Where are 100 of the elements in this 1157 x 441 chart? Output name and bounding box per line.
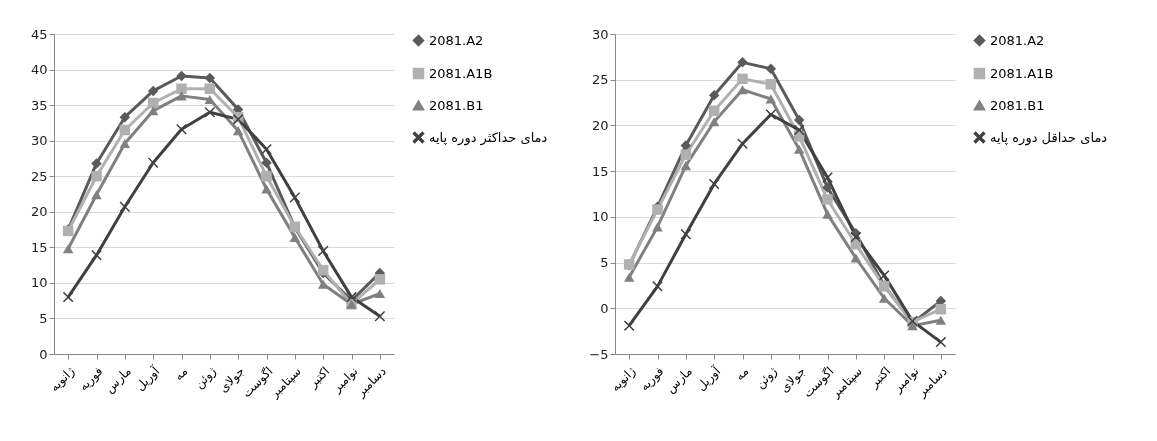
point (623, 320, 635, 331)
point (91, 190, 102, 200)
point (680, 228, 692, 240)
point (91, 249, 102, 261)
point (289, 192, 301, 203)
x-tick-label: آوریل (693, 362, 725, 395)
point (232, 126, 244, 136)
point (765, 94, 777, 104)
point (822, 209, 833, 219)
legend-label: 2081.A1B (429, 65, 493, 81)
x-tick-label: ژوئن (191, 363, 220, 392)
point (935, 336, 947, 348)
y-tick-label: 5 (600, 255, 609, 271)
point (176, 83, 187, 94)
point (680, 149, 692, 160)
point (204, 94, 216, 104)
x-tick-label: ژوئن (752, 363, 781, 392)
point (374, 311, 386, 322)
y-tick-label: 45 (30, 26, 48, 42)
legend-label: 2081.B1 (990, 97, 1045, 113)
point (878, 293, 890, 303)
y-tick-label: 20 (30, 204, 48, 220)
point (935, 303, 947, 315)
y-tick-label: 25 (591, 72, 609, 88)
y-tick-label: 15 (591, 163, 609, 179)
point (119, 111, 131, 123)
point (708, 105, 720, 117)
y-tick-label: 30 (30, 133, 48, 149)
y-tick-label: 15 (30, 239, 48, 255)
point (261, 157, 272, 168)
point (374, 274, 386, 285)
point (204, 83, 216, 94)
y-tick-label: 25 (30, 168, 48, 184)
point (737, 85, 748, 95)
y-tick-label: 35 (30, 97, 48, 113)
point (176, 91, 187, 101)
point (793, 114, 805, 126)
x-tick-label: ژانویه (47, 363, 78, 395)
point (204, 72, 216, 84)
x-tick-label: مه (171, 364, 191, 384)
point (91, 170, 102, 182)
point (91, 158, 102, 169)
point (765, 63, 777, 74)
x-tick-label: مه (732, 364, 752, 384)
legend-label: دمای حداکثر دوره پایه (429, 129, 548, 146)
point (708, 90, 720, 101)
point (176, 70, 187, 82)
point (680, 161, 692, 171)
y-tick-label: 40 (30, 62, 48, 78)
y-tick-label: 0 (600, 300, 609, 316)
point (793, 124, 805, 136)
y-tick-label: −5 (589, 346, 609, 362)
point (708, 178, 720, 190)
point (317, 245, 329, 257)
point (374, 289, 386, 299)
y-tick-label: 10 (30, 275, 48, 291)
point (261, 170, 272, 182)
x-tick-label: ژانویه (608, 363, 639, 395)
point (737, 138, 748, 149)
point (907, 321, 918, 331)
point (878, 270, 890, 281)
point (119, 201, 131, 213)
legend-label: 2081.A2 (429, 32, 484, 48)
point (62, 291, 74, 303)
point (261, 143, 272, 155)
point (737, 57, 748, 68)
point (822, 172, 833, 183)
point (793, 144, 805, 154)
x-tick-label: آوریل (132, 362, 164, 395)
point (850, 231, 862, 243)
point (119, 124, 131, 136)
point (708, 117, 720, 127)
legend-label: 2081.A1B (990, 65, 1054, 81)
point (261, 184, 272, 194)
point (822, 194, 833, 205)
point (176, 124, 187, 135)
point (935, 315, 947, 325)
legend-label: 2081.A2 (990, 32, 1045, 48)
point (652, 281, 663, 292)
point (822, 182, 833, 193)
y-tick-label: 5 (39, 310, 48, 326)
point (204, 106, 216, 118)
point (765, 79, 777, 90)
point (623, 272, 635, 282)
point (737, 73, 748, 85)
y-tick-label: 0 (39, 346, 48, 362)
y-tick-label: 10 (591, 209, 609, 225)
point (147, 157, 159, 168)
y-tick-label: 30 (591, 26, 609, 42)
point (850, 253, 862, 263)
y-tick-label: 20 (591, 117, 609, 133)
point (147, 106, 159, 116)
legend-label: دمای حداقل دوره پایه (990, 129, 1108, 146)
point (346, 291, 357, 303)
point (289, 232, 301, 242)
point (119, 138, 131, 149)
legend-label: 2081.B1 (429, 97, 484, 113)
point (652, 222, 663, 232)
point (147, 85, 159, 97)
point (62, 244, 74, 254)
